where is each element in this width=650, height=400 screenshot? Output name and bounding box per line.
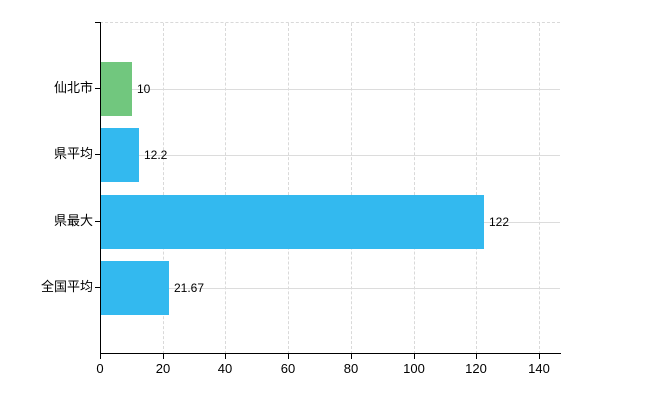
x-tick-label: 140: [528, 361, 550, 376]
vertical-gridline: [476, 23, 477, 354]
horizontal-gridline: [100, 288, 560, 289]
x-tick-label: 60: [280, 361, 296, 376]
x-axis-tick: [100, 354, 101, 359]
vertical-gridline: [225, 23, 226, 354]
y-axis-tick: [95, 154, 100, 155]
x-tick-label: 0: [96, 361, 104, 376]
x-axis-tick: [414, 354, 415, 359]
plot-area: 10 12.2 122 21.67: [100, 22, 560, 354]
x-axis-line: [100, 353, 561, 354]
y-axis-line: [100, 22, 101, 354]
vertical-gridline: [163, 23, 164, 354]
x-tick-label: 120: [465, 361, 487, 376]
vertical-gridline: [539, 23, 540, 354]
x-tick-label: 80: [343, 361, 359, 376]
bar-value-label: 10: [137, 82, 151, 96]
bar-value-label: 122: [489, 215, 510, 229]
x-axis-tick: [476, 354, 477, 359]
x-axis-tick: [225, 354, 226, 359]
vertical-gridline: [288, 23, 289, 354]
horizontal-gridline: [100, 155, 560, 156]
y-axis-tick: [95, 221, 100, 222]
bar-value-label: 12.2: [144, 148, 168, 162]
horizontal-gridline: [100, 89, 560, 90]
y-axis-top-tick: [95, 22, 100, 23]
x-tick-label: 20: [155, 361, 171, 376]
x-axis-tick: [163, 354, 164, 359]
bar: [101, 195, 484, 249]
x-axis-tick: [288, 354, 289, 359]
bar-value-label: 21.67: [174, 281, 205, 295]
bar: [101, 128, 139, 182]
y-category-label: 県平均: [53, 146, 93, 161]
vertical-gridline: [414, 23, 415, 354]
y-category-label: 全国平均: [40, 279, 93, 294]
vertical-gridline: [351, 23, 352, 354]
y-category-label: 県最大: [53, 213, 93, 228]
x-axis-tick: [539, 354, 540, 359]
y-axis-tick: [95, 88, 100, 89]
y-axis-tick: [95, 287, 100, 288]
y-category-label: 仙北市: [53, 80, 93, 95]
x-axis-tick: [351, 354, 352, 359]
x-tick-label: 40: [217, 361, 233, 376]
bar: [101, 261, 169, 315]
x-tick-label: 100: [403, 361, 425, 376]
bar: [101, 62, 132, 116]
